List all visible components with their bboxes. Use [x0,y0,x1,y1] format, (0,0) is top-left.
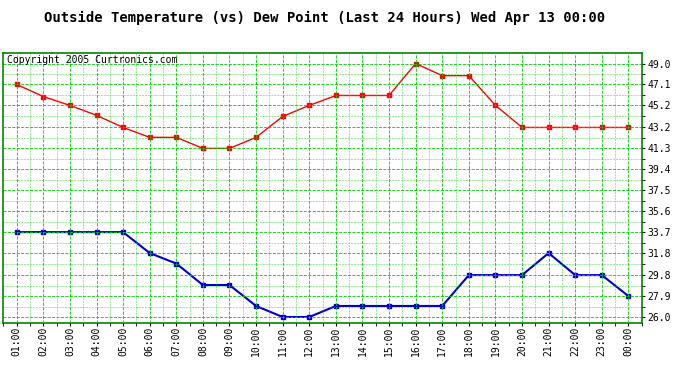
Text: Copyright 2005 Curtronics.com: Copyright 2005 Curtronics.com [7,55,177,65]
Text: Outside Temperature (vs) Dew Point (Last 24 Hours) Wed Apr 13 00:00: Outside Temperature (vs) Dew Point (Last… [43,11,605,26]
